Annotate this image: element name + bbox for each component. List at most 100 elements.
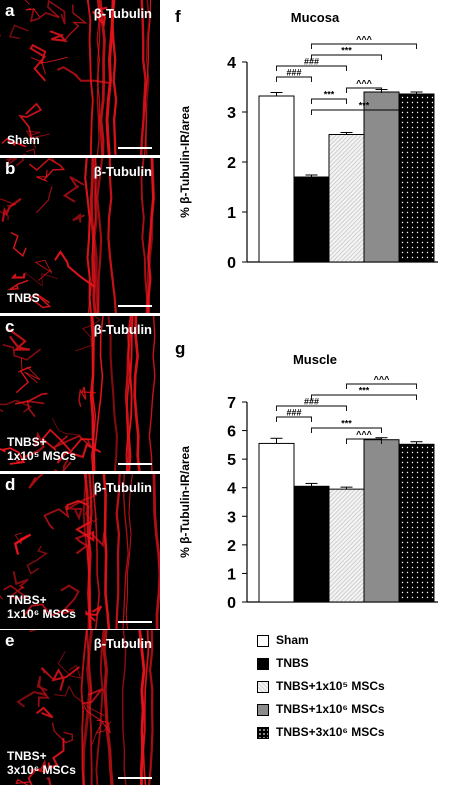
legend-item-tnbs: TNBS bbox=[257, 655, 467, 675]
fiber-stroke bbox=[121, 630, 127, 785]
fiber-stroke bbox=[64, 4, 88, 41]
fiber-stroke bbox=[49, 30, 68, 43]
fiber-stroke bbox=[0, 198, 16, 221]
fiber-stroke bbox=[51, 666, 80, 691]
muscle-y-tick-label: 1 bbox=[227, 566, 236, 583]
muscle-significance-bracket bbox=[276, 405, 347, 411]
muscle-significance-bracket bbox=[276, 416, 312, 422]
stain-label-a: β-Tubulin bbox=[93, 6, 152, 21]
mucosa-significance-label: ^^^ bbox=[356, 79, 373, 89]
fiber-stroke bbox=[36, 676, 50, 707]
legend-item-tnbs-1e5: TNBS+1x10⁵ MSCs bbox=[257, 678, 467, 698]
micrograph-panel-d: d β-Tubulin TNBS+ 1x10⁶ MSCs bbox=[0, 474, 160, 629]
legend-swatch-tnbs bbox=[257, 658, 269, 670]
scale-bar-d bbox=[118, 621, 152, 623]
fiber-stroke bbox=[83, 705, 111, 734]
fiber-stroke bbox=[64, 494, 97, 521]
fiber-stroke bbox=[13, 533, 32, 555]
condition-line1-a: Sham bbox=[7, 133, 40, 147]
fiber-stroke bbox=[26, 400, 45, 417]
fiber-stroke bbox=[29, 158, 66, 181]
fiber-stroke bbox=[12, 571, 29, 589]
fiber-stroke bbox=[147, 630, 154, 785]
fiber-stroke bbox=[92, 474, 101, 629]
fiber-stroke bbox=[47, 737, 65, 770]
fiber-stroke bbox=[36, 169, 48, 182]
legend-item-sham: Sham bbox=[257, 632, 467, 652]
fiber-stroke bbox=[53, 459, 72, 471]
condition-line1-e: TNBS+ bbox=[7, 749, 47, 763]
fiber-stroke bbox=[10, 272, 26, 279]
condition-line1-c: TNBS+ bbox=[7, 435, 47, 449]
fiber-stroke bbox=[25, 130, 50, 149]
scale-bar-b bbox=[118, 305, 152, 307]
mucosa-significance-bracket bbox=[276, 65, 347, 71]
fiber-stroke bbox=[102, 630, 114, 785]
fiber-stroke bbox=[146, 158, 156, 313]
fiber-stroke bbox=[46, 777, 52, 785]
fiber-stroke bbox=[107, 316, 118, 471]
mucosa-significance-bracket bbox=[311, 43, 417, 49]
chart-legend: Sham TNBS TNBS+1x10⁵ MSCs TNBS+1x10⁶ MSC… bbox=[257, 632, 467, 747]
mucosa-significance-bracket bbox=[276, 76, 312, 82]
fiber-stroke bbox=[107, 158, 117, 313]
mucosa-significance-label: *** bbox=[341, 46, 352, 56]
fiber-stroke bbox=[25, 8, 40, 17]
panel-letter-a: a bbox=[5, 1, 15, 20]
mucosa-significance-bracket bbox=[311, 54, 382, 60]
panel-letter-c: c bbox=[5, 317, 15, 336]
fiber-image-d bbox=[0, 474, 160, 629]
fiber-stroke bbox=[14, 532, 23, 545]
muscle-chart-title: Muscle bbox=[293, 352, 337, 367]
fiber-stroke bbox=[96, 0, 103, 155]
fiber-image-c bbox=[0, 316, 156, 471]
fiber-stroke bbox=[43, 505, 70, 530]
fiber-stroke bbox=[115, 474, 121, 629]
mucosa-bar-tnbs bbox=[293, 176, 330, 263]
muscle-bar-tnbs-1e5 bbox=[328, 488, 365, 603]
fiber-stroke bbox=[0, 399, 33, 413]
micrograph-panel-c: c β-Tubulin TNBS+ 1x10⁵ MSCs bbox=[0, 316, 160, 471]
fiber-image-b bbox=[0, 158, 156, 313]
fiber-stroke bbox=[57, 66, 110, 84]
fiber-stroke bbox=[0, 447, 26, 465]
fiber-stroke bbox=[2, 344, 41, 361]
mucosa-y-tick-label: 4 bbox=[227, 55, 236, 72]
fiber-stroke bbox=[111, 0, 118, 155]
mucosa-y-tick-label: 3 bbox=[227, 105, 236, 122]
mucosa-significance-bracket bbox=[311, 98, 347, 104]
fiber-stroke bbox=[75, 316, 101, 352]
mucosa-significance-bracket bbox=[311, 109, 417, 115]
fiber-stroke bbox=[125, 316, 131, 471]
muscle-bar-tnbs bbox=[293, 485, 330, 603]
muscle-significance-label: ### bbox=[286, 408, 301, 418]
condition-label-b: TNBS bbox=[7, 291, 40, 305]
mucosa-panel-letter: f bbox=[175, 7, 181, 26]
scale-bar-a bbox=[118, 147, 152, 149]
condition-label-d: TNBS+ 1x10⁶ MSCs bbox=[7, 593, 76, 621]
mucosa-significance-label: ^^^ bbox=[356, 35, 373, 45]
stain-label-b: β-Tubulin bbox=[93, 164, 152, 179]
condition-line1-b: TNBS bbox=[7, 291, 40, 305]
fiber-stroke bbox=[30, 56, 68, 75]
fiber-stroke bbox=[82, 688, 103, 705]
fiber-stroke bbox=[29, 630, 38, 632]
panel-letter-e: e bbox=[5, 631, 15, 650]
fiber-stroke bbox=[15, 778, 31, 785]
fiber-stroke bbox=[125, 474, 133, 629]
muscle-significance-bracket bbox=[311, 394, 417, 400]
muscle-panel-letter: g bbox=[175, 339, 185, 358]
fiber-stroke bbox=[53, 435, 92, 449]
fiber-stroke bbox=[84, 501, 98, 523]
legend-label-tnbs: TNBS bbox=[276, 656, 309, 670]
mucosa-bar-tnbs-1e5 bbox=[328, 134, 365, 263]
muscle-y-tick-label: 0 bbox=[227, 595, 236, 612]
fiber-stroke bbox=[23, 603, 75, 617]
muscle-significance-bracket bbox=[346, 438, 382, 444]
fiber-stroke bbox=[144, 0, 152, 155]
micrograph-panel-e: e β-Tubulin TNBS+ 3x10⁶ MSCs bbox=[0, 630, 160, 785]
legend-label-sham: Sham bbox=[276, 633, 309, 647]
muscle-y-tick-label: 6 bbox=[227, 424, 236, 441]
fiber-stroke bbox=[91, 721, 112, 745]
